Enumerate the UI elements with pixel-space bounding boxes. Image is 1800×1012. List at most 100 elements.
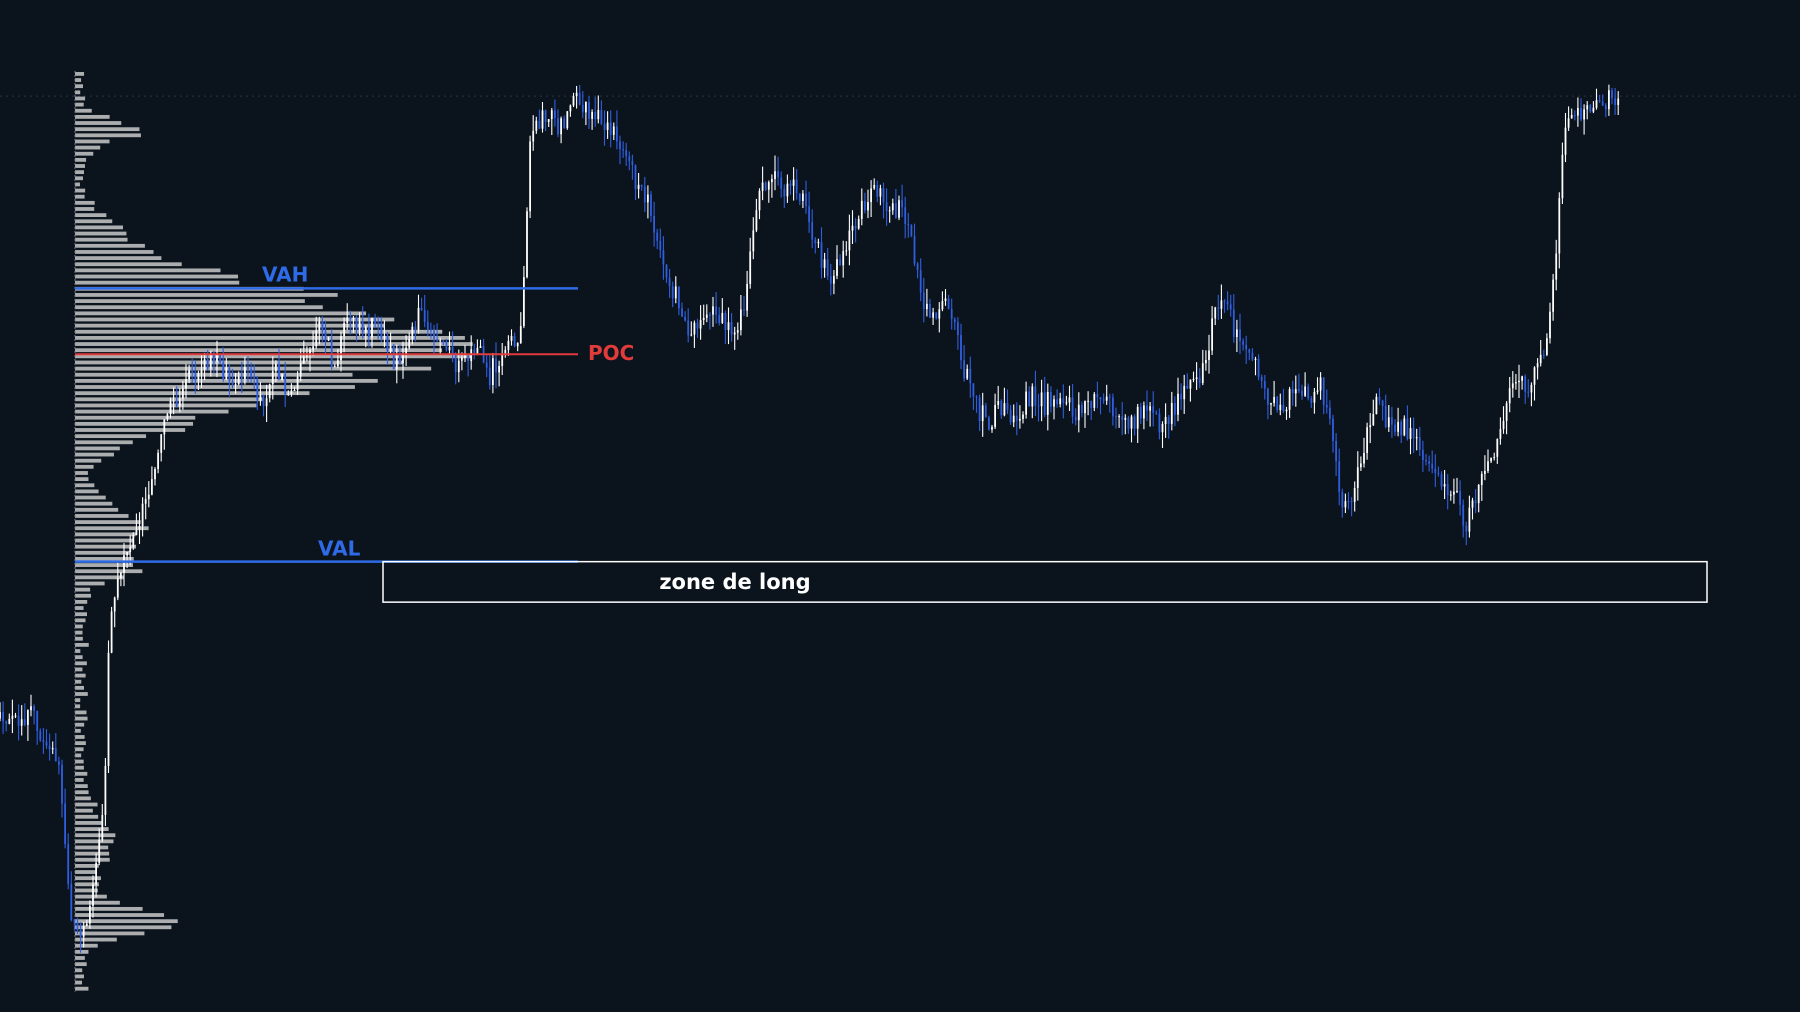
candle-body: [581, 104, 584, 113]
candle-body: [1375, 396, 1378, 415]
candle-body: [1353, 487, 1356, 502]
candle-body: [1139, 406, 1142, 419]
volume-profile-bar: [75, 863, 99, 868]
candle-body: [54, 748, 57, 762]
candle-body: [389, 345, 392, 352]
candle-body: [848, 230, 851, 251]
volume-profile-bar: [75, 471, 88, 475]
volume-profile-bar: [75, 280, 240, 285]
candle-body: [163, 419, 166, 435]
candle-body: [1356, 467, 1359, 488]
candle-body: [981, 405, 984, 422]
candle-body: [1428, 461, 1430, 464]
candle-body: [901, 200, 903, 208]
candle-body: [1521, 376, 1523, 381]
candle-body: [228, 367, 231, 382]
candle-body: [36, 710, 39, 731]
candle-body: [321, 321, 324, 332]
candle-body: [1155, 412, 1158, 414]
volume-profile-bar: [75, 157, 87, 162]
volume-profile-bar: [75, 593, 92, 598]
candle-body: [1449, 494, 1452, 496]
candle-body: [1502, 420, 1505, 430]
candle-body: [1608, 90, 1610, 110]
candle-body: [1174, 402, 1176, 415]
candle-body: [513, 335, 516, 347]
candle-body: [61, 764, 63, 804]
candle-body: [876, 184, 879, 197]
candle-body: [668, 277, 671, 287]
candle-body: [634, 165, 637, 190]
candle-body: [495, 358, 497, 373]
candle-body: [85, 923, 88, 926]
volume-profile-bar: [75, 133, 141, 138]
volume-profile-bar: [75, 526, 149, 531]
volume-profile-bar: [75, 397, 263, 402]
candle-body: [712, 306, 714, 315]
candle-body: [696, 322, 699, 329]
candle-body: [464, 355, 466, 358]
candle-body: [864, 200, 866, 211]
candle-body: [1437, 473, 1440, 475]
candle-body: [64, 803, 66, 845]
volume-profile-bar: [75, 661, 87, 666]
candle-body: [671, 286, 674, 299]
candle-body: [461, 357, 463, 361]
candle-body: [749, 251, 752, 284]
volume-profile-bar: [75, 937, 117, 942]
volume-profile-bar: [75, 170, 84, 175]
candle-body: [1068, 397, 1071, 403]
candle-body: [538, 120, 541, 129]
candle-body: [1369, 425, 1372, 428]
candle-body: [1518, 380, 1520, 383]
candle-body: [1245, 344, 1248, 350]
candle-body: [674, 286, 677, 299]
candle-body: [330, 339, 333, 367]
candle-body: [957, 322, 959, 336]
candle-body: [585, 102, 587, 113]
candle-body: [1189, 379, 1192, 389]
candle-body: [138, 526, 141, 530]
candle-body: [1006, 403, 1009, 410]
candle-body: [1099, 397, 1102, 400]
candle-body: [1167, 416, 1170, 424]
volume-profile-bar: [75, 550, 131, 555]
volume-profile-bar: [75, 237, 128, 242]
candle-body: [1592, 107, 1595, 112]
candle-body: [988, 417, 990, 430]
zones: zone de long: [382, 560, 1708, 603]
candle-body: [386, 336, 389, 352]
candle-body: [1403, 418, 1406, 436]
candle-body: [1096, 393, 1099, 398]
candle-body: [1257, 358, 1260, 377]
level-label-poc: POC: [588, 341, 634, 365]
candle-body: [975, 396, 978, 398]
candle-body: [408, 339, 411, 348]
candle-body: [213, 354, 215, 362]
candle-body: [953, 319, 956, 323]
candle-body: [721, 312, 724, 323]
candle-body: [1053, 399, 1055, 407]
volume-profile-bar: [75, 514, 129, 518]
candle-body: [160, 434, 163, 453]
candle-body: [867, 202, 869, 211]
candle-body: [1539, 354, 1542, 364]
candle-body: [23, 719, 26, 725]
volume-profile-bar: [75, 790, 89, 795]
candle-body: [740, 309, 742, 331]
volume-profile-bar: [75, 268, 221, 273]
candle-body: [820, 242, 823, 268]
profile-levels: VAH POC VAL: [75, 262, 634, 563]
candle-body: [361, 321, 364, 333]
candle-body: [333, 366, 336, 368]
candle-body: [758, 190, 761, 211]
volume-profile-bar: [75, 716, 88, 721]
candle-body: [104, 766, 107, 815]
candle-body: [805, 193, 807, 207]
candle-body: [898, 200, 900, 218]
candle-body: [913, 236, 916, 264]
volume-profile-bar: [75, 563, 133, 567]
volume-profile-bar: [75, 710, 87, 715]
